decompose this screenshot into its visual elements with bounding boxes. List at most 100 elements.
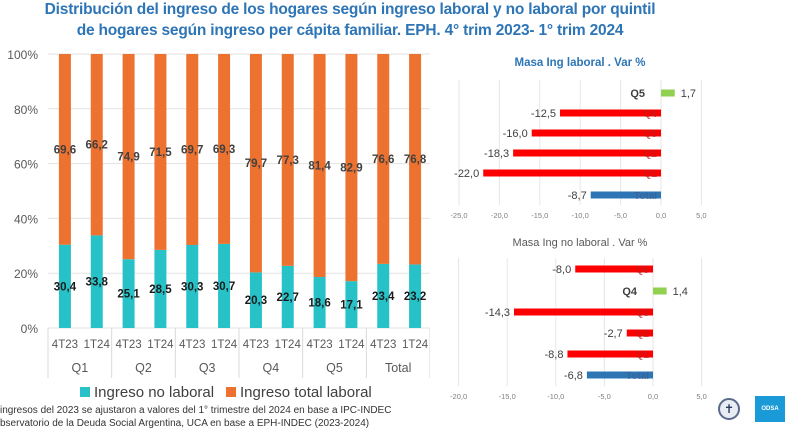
x-tick-label: 4T23 (370, 339, 396, 351)
data-label: 30,7 (213, 281, 235, 293)
bar-segment-laboral (186, 54, 199, 245)
data-label: 1,7 (681, 88, 696, 100)
x-tick-label: 4T23 (52, 339, 78, 351)
data-label: 69,3 (213, 144, 235, 156)
bar-segment-no-laboral (377, 263, 390, 328)
odsa-logo: ODSA (755, 396, 785, 422)
footnote-1: ingresos del 2023 se ajustaron a valores… (0, 405, 392, 416)
category-label: Total (626, 371, 649, 382)
bar-total (590, 191, 661, 199)
data-label: 23,4 (372, 291, 395, 303)
x-tick-label: -10,0 (547, 392, 564, 400)
data-label: -2,7 (604, 328, 623, 340)
data-label: 22,7 (277, 292, 299, 304)
x-tick-label: 5,0 (696, 211, 706, 220)
bar-q1 (567, 350, 653, 358)
bar-q3 (531, 129, 661, 137)
chart-title: Masa Ing no laboral . Var % (513, 237, 648, 249)
category-label: Q1 (636, 350, 650, 361)
bar-segment-laboral (218, 54, 231, 244)
y-tick-label: 40% (14, 212, 38, 226)
x-tick-label: -5,0 (614, 211, 627, 220)
x-tick-label: -20,0 (491, 211, 508, 220)
data-label: 81,4 (308, 161, 331, 173)
bar-segment-no-laboral (186, 244, 199, 328)
data-label: -8,0 (552, 264, 571, 276)
bar-segment-laboral (90, 54, 103, 236)
category-label: Q4 (622, 286, 638, 298)
bar-segment-no-laboral (313, 277, 326, 328)
bar-segment-no-laboral (90, 235, 103, 328)
data-label: -8,7 (568, 190, 587, 202)
bar-segment-laboral (249, 54, 262, 273)
x-tick-label: 1T24 (402, 339, 429, 351)
bar-segment-no-laboral (218, 243, 231, 328)
bar-q2 (626, 329, 653, 337)
data-label: 20,3 (245, 295, 267, 307)
category-label: Q2 (636, 329, 650, 340)
title-line-1: Distribución del ingreso de los hogares … (44, 1, 656, 18)
bar-segment-no-laboral (58, 244, 71, 328)
x-tick-label: 1T24 (338, 339, 365, 351)
data-label: 23,2 (404, 291, 426, 303)
x-tick-label: 1T24 (147, 339, 174, 351)
category-label: Total (634, 191, 657, 202)
data-label: 1,4 (673, 286, 688, 298)
data-label: 76,6 (372, 154, 394, 166)
bar-q4 (653, 287, 667, 295)
category-label: Q4 (644, 109, 658, 120)
x-tick-label: 5,0 (696, 392, 706, 400)
bar-q5 (661, 89, 675, 97)
title-line-2: de hogares según ingreso per cápita fami… (76, 22, 624, 39)
bar-segment-no-laboral (122, 259, 135, 328)
x-tick-label: 1T24 (211, 339, 238, 351)
legend-swatch (80, 387, 90, 397)
bar-segment-laboral (154, 54, 167, 250)
x-tick-label: 1T24 (275, 339, 302, 351)
x-tick-label: -20,0 (450, 392, 467, 400)
category-label: Q2 (644, 149, 658, 160)
data-label: -14,3 (485, 307, 510, 319)
legend-label: Ingreso total laboral (240, 384, 372, 400)
x-tick-label: 4T23 (243, 339, 269, 351)
footnote-2: bservatorio de la Deuda Social Argentina… (0, 418, 370, 429)
bar-q5 (575, 265, 653, 273)
logos: ✝ ODSA (715, 396, 795, 426)
data-label: 25,1 (117, 289, 140, 301)
data-label: 79,7 (245, 158, 267, 170)
bar-segment-no-laboral (154, 249, 167, 328)
bar-q4 (560, 109, 661, 117)
x-tick-label: 1T24 (84, 339, 111, 351)
bar-segment-laboral (377, 54, 390, 264)
group-label: Q1 (71, 361, 88, 375)
y-tick-label: 80% (14, 103, 38, 117)
data-label: 18,6 (308, 298, 330, 310)
bar-segment-laboral (122, 54, 135, 260)
data-label: 76,8 (404, 154, 427, 166)
bar-segment-no-laboral (249, 272, 262, 328)
group-label: Q3 (199, 361, 216, 375)
group-label: Q5 (326, 361, 343, 375)
bar-segment-no-laboral (345, 281, 358, 328)
x-tick-label: -25,0 (450, 211, 467, 220)
data-label: 71,5 (149, 147, 172, 159)
group-label: Q4 (262, 361, 279, 375)
uca-seal-icon: ✝ (718, 398, 740, 420)
data-label: -12,5 (531, 108, 556, 120)
category-label: Q3 (644, 129, 658, 140)
data-label: -8,8 (544, 349, 563, 361)
data-label: -18,3 (484, 148, 509, 160)
bar-segment-no-laboral (281, 265, 294, 328)
data-label: 28,5 (149, 284, 172, 296)
x-tick-label: -15,0 (531, 211, 548, 220)
data-label: -16,0 (503, 128, 528, 140)
bar-total (586, 371, 653, 379)
data-label: 30,4 (54, 281, 77, 293)
x-tick-label: -5,0 (598, 392, 611, 400)
stacked-bar-chart: 0% 20% 40% 60% 80% 100% 30,4 69,6 4T23 33,8 66,2 1T… (7, 48, 430, 400)
bar-q1 (483, 169, 661, 177)
bar-segment-no-laboral (409, 264, 422, 328)
x-tick-label: 4T23 (115, 339, 141, 351)
y-tick-label: 100% (7, 48, 38, 62)
data-label: 17,1 (340, 300, 363, 312)
